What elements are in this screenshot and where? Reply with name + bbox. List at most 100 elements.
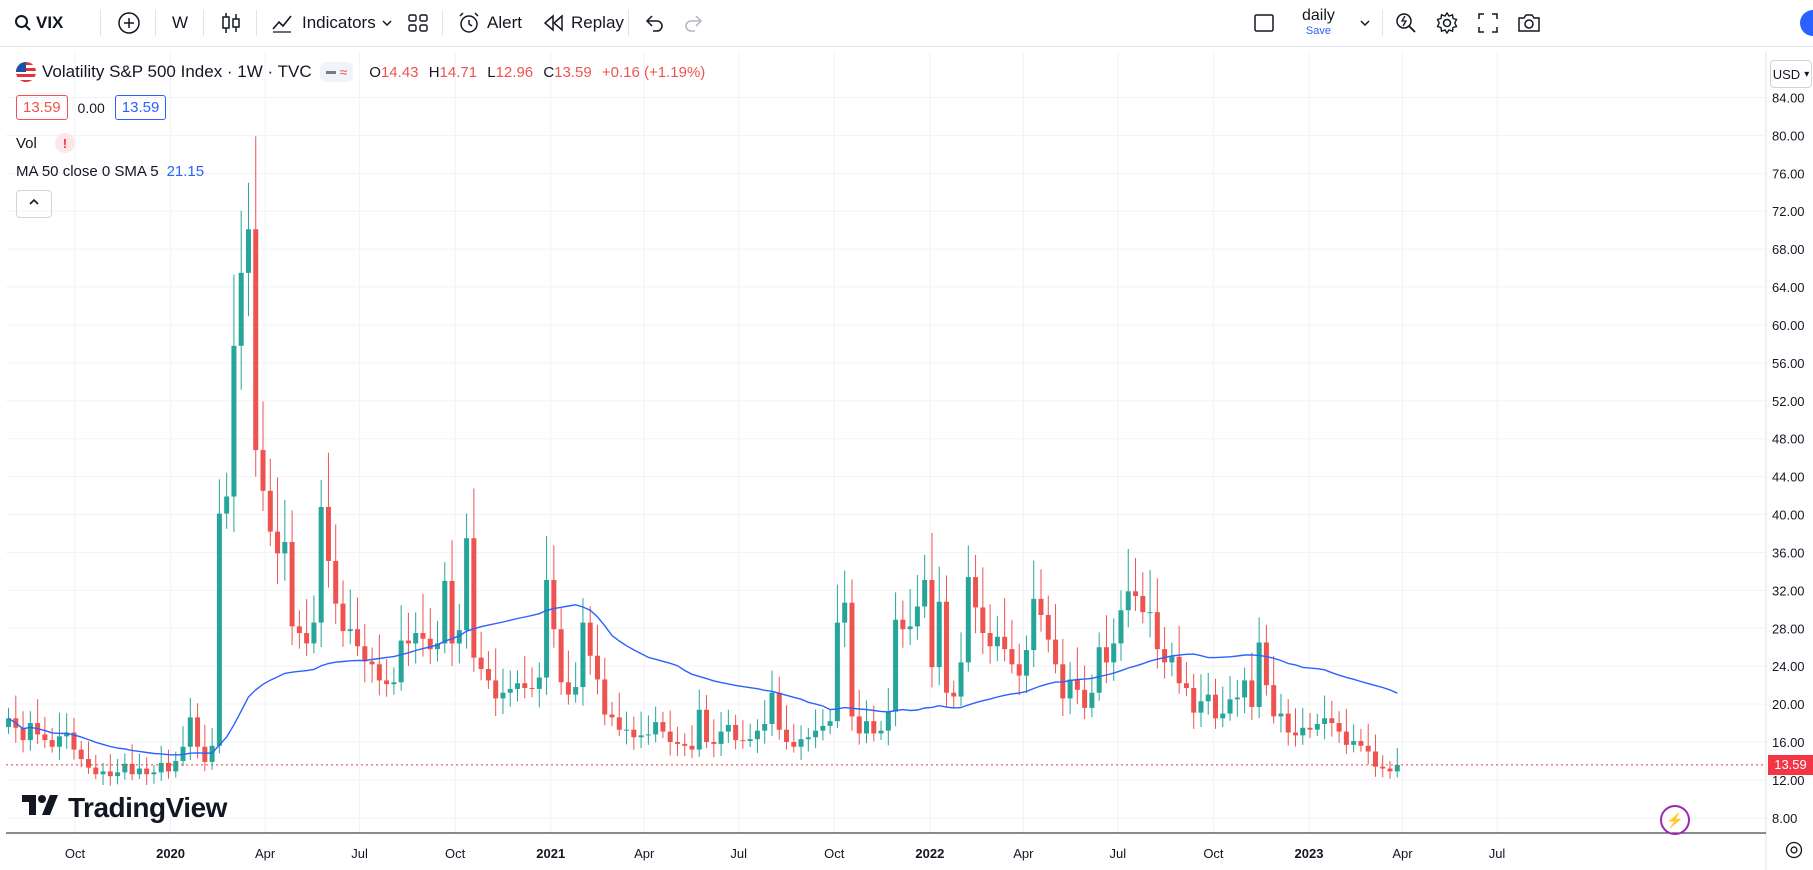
divider	[628, 10, 629, 36]
settings-button[interactable]	[1435, 0, 1459, 46]
candle-body	[1023, 650, 1029, 676]
price-tick-label: 56.00	[1772, 356, 1805, 371]
layout-menu-dropdown[interactable]	[1358, 0, 1372, 46]
candle-body	[747, 739, 753, 742]
sell-price[interactable]: 13.59	[16, 95, 68, 120]
open-value: 14.43	[380, 63, 419, 81]
divider	[256, 10, 257, 36]
candle-body	[478, 657, 484, 670]
candle-body	[1016, 664, 1022, 676]
candle-body	[173, 760, 179, 772]
replay-button[interactable]: Replay	[543, 0, 624, 46]
candle-body	[609, 714, 615, 718]
square-icon	[1253, 12, 1275, 34]
layout-save-button[interactable]: daily Save	[1302, 0, 1335, 46]
indicators-button[interactable]: Indicators	[270, 0, 376, 46]
legend-toggle[interactable]: ≈	[319, 62, 354, 82]
volume-legend[interactable]: Vol !	[16, 133, 75, 153]
candle-body	[1394, 764, 1400, 772]
currency-button[interactable]: USD ▾	[1770, 60, 1812, 88]
candle-body	[565, 682, 571, 695]
price-tick-label: 44.00	[1772, 470, 1805, 485]
candle-body	[471, 538, 477, 658]
compare-button[interactable]	[117, 0, 141, 46]
candle-body	[885, 711, 891, 731]
candle-body	[456, 630, 462, 644]
layout-toggle-button[interactable]	[1253, 0, 1275, 46]
warning-icon[interactable]: !	[54, 133, 75, 153]
price-tick-label: 20.00	[1772, 697, 1805, 712]
candle-body	[616, 717, 622, 730]
time-axis[interactable]: Oct 2020 Apr Jul Oct 2021 Apr Jul Oct 2022 Apr Jul O…	[65, 846, 1506, 861]
candle-body	[893, 619, 899, 712]
chevron-down-icon	[380, 16, 394, 30]
candle-body	[805, 737, 811, 740]
close-value: 13.59	[554, 63, 592, 81]
scale-settings-button[interactable]	[1784, 840, 1808, 864]
open-label: O	[369, 63, 381, 81]
candle-body	[1242, 680, 1248, 698]
time-tick-label: Apr	[1013, 846, 1034, 861]
undo-button[interactable]	[643, 0, 665, 46]
candle-body	[994, 636, 1000, 647]
candle-body	[500, 692, 506, 699]
candle-body	[100, 771, 106, 775]
spread-value: 0.00	[77, 99, 105, 116]
minus-icon	[325, 70, 336, 74]
chevron-up-icon	[27, 195, 41, 214]
candle-body	[820, 725, 826, 731]
candle-body	[529, 687, 535, 689]
candle-body	[493, 680, 499, 699]
interval-button[interactable]: W	[172, 0, 188, 46]
top-toolbar: VIX W Indicators Alert Replay daily	[0, 0, 1813, 47]
candle-body	[245, 229, 251, 273]
candle-body	[791, 742, 797, 747]
alarm-clock-icon	[457, 11, 481, 35]
fullscreen-button[interactable]	[1477, 0, 1499, 46]
buy-price[interactable]: 13.59	[114, 95, 167, 120]
candle-body	[1140, 596, 1146, 613]
indicators-dropdown[interactable]	[380, 0, 394, 46]
candle-body	[980, 607, 986, 634]
candle-body	[144, 768, 150, 775]
candle-body	[1358, 741, 1364, 746]
candle-body	[340, 603, 346, 632]
candles-icon	[220, 11, 242, 35]
alert-button[interactable]: Alert	[457, 0, 522, 46]
tradingview-logo[interactable]: TradingView	[20, 792, 227, 824]
price-tick-label: 60.00	[1772, 318, 1805, 333]
candle-body	[1380, 766, 1386, 769]
candle-body	[1205, 694, 1211, 702]
candle-body	[56, 736, 62, 747]
candle-body	[1227, 699, 1233, 714]
low-value: 12.96	[495, 63, 534, 81]
candle-body	[827, 721, 833, 726]
lightning-icon[interactable]: ⚡	[1660, 805, 1690, 835]
divider	[442, 10, 443, 36]
candle-body	[224, 496, 230, 514]
symbol-search-button[interactable]: VIX	[14, 0, 63, 46]
snapshot-button[interactable]	[1516, 0, 1542, 46]
chart-type-button[interactable]	[220, 0, 242, 46]
volume-label: Vol	[16, 134, 37, 152]
ma-legend[interactable]: MA 50 close 0 SMA 5 21.15	[16, 163, 204, 180]
candle-body	[936, 601, 942, 668]
candle-body	[1103, 647, 1109, 663]
layout-name: daily	[1302, 7, 1335, 24]
redo-button[interactable]	[683, 0, 705, 46]
candle-body	[398, 640, 404, 683]
candle-body	[420, 633, 426, 639]
divider	[155, 10, 156, 36]
candle-body	[1118, 610, 1124, 644]
price-axis[interactable]: 8.00 12.00 16.00 20.00 24.00 28.00 32.00 36.00 4…	[1772, 90, 1805, 825]
candle-body	[689, 745, 695, 750]
collapse-legend-button[interactable]	[16, 190, 52, 218]
last-price-label: 13.59	[1768, 754, 1813, 775]
templates-button[interactable]	[406, 0, 430, 46]
publish-button[interactable]	[1800, 10, 1813, 36]
plus-circle-icon	[117, 11, 141, 35]
quick-search-button[interactable]	[1394, 0, 1418, 46]
candle-body	[922, 579, 928, 607]
candle-body	[660, 722, 666, 732]
